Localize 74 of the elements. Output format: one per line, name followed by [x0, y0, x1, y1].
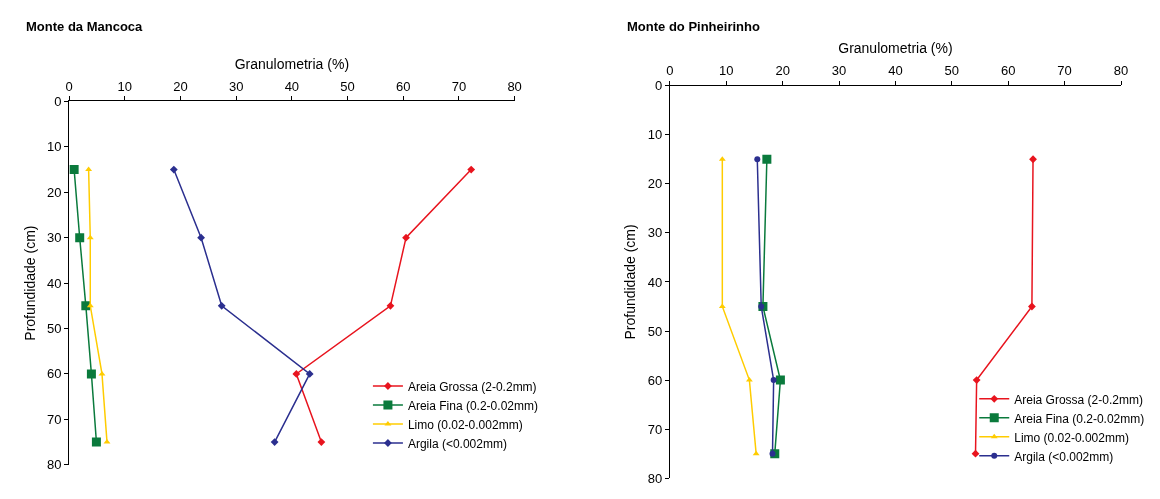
point — [86, 369, 96, 379]
point — [75, 233, 85, 243]
x-tick-label: 50 — [340, 79, 355, 95]
x-tick-label: 50 — [944, 63, 960, 79]
chart-title: Monte da Mancoca — [26, 19, 144, 34]
y-tick-label: 20 — [647, 176, 663, 192]
point — [317, 438, 326, 446]
point — [775, 375, 785, 385]
x-tick-label: 40 — [284, 79, 300, 95]
x-tick-label: 20 — [173, 79, 188, 95]
y-tick-label: 70 — [647, 421, 663, 437]
y-tick-label: 80 — [47, 457, 62, 473]
point — [467, 165, 476, 174]
point — [971, 449, 980, 458]
y-tick-label: 40 — [647, 274, 663, 290]
y-tick-label: 0 — [54, 94, 62, 109]
x-tick-label: 60 — [1000, 63, 1016, 79]
point — [169, 165, 178, 174]
point — [386, 301, 395, 310]
legend-label: Areia Fina (0.2-0.02mm) — [407, 398, 538, 413]
legend-label: Argila (<0.002mm) — [1014, 449, 1114, 464]
point — [81, 301, 91, 311]
x-tick-label: 80 — [1113, 63, 1129, 79]
legend-label: Areia Grossa (2-0.2mm) — [1014, 392, 1143, 407]
x-tick-label: 70 — [1057, 63, 1072, 79]
point — [1028, 302, 1036, 311]
point — [972, 376, 981, 384]
point — [85, 166, 93, 172]
x-tick-label: 0 — [65, 79, 73, 95]
x-tick-label: 10 — [117, 79, 133, 95]
y-tick-label: 20 — [47, 184, 62, 200]
point — [197, 233, 205, 242]
point — [91, 437, 101, 447]
y-tick-label: 10 — [47, 139, 62, 155]
x-tick-label: 40 — [888, 63, 903, 79]
x-tick-label: 20 — [775, 63, 790, 79]
y-tick-label: 60 — [47, 366, 62, 382]
y-tick-label: 80 — [647, 470, 663, 486]
point — [769, 450, 776, 457]
point — [754, 156, 761, 163]
x-tick-label: 0 — [666, 63, 674, 79]
x-tick-label: 30 — [228, 79, 244, 95]
point — [270, 438, 279, 446]
x-tick-label: 10 — [719, 63, 734, 79]
y-tick-label: 70 — [47, 411, 62, 427]
x-axis-title: Granulometria (%) — [838, 40, 953, 57]
point — [762, 154, 772, 164]
x-tick-label: 60 — [396, 79, 411, 95]
y-tick-label: 10 — [647, 127, 663, 143]
legend-label: Areia Fina (0.2-0.02mm) — [1014, 411, 1145, 426]
x-tick-label: 80 — [507, 79, 522, 95]
y-tick-label: 50 — [647, 323, 663, 339]
point — [770, 377, 777, 384]
x-axis-title: Granulometria (%) — [234, 55, 350, 72]
x-tick-label: 70 — [451, 79, 467, 95]
point — [305, 370, 314, 378]
point — [292, 370, 301, 378]
legend-label: Argila (<0.002mm) — [407, 436, 507, 451]
y-tick-label: 40 — [47, 275, 62, 291]
y-tick-label: 30 — [47, 230, 62, 246]
legend-label: Limo (0.02-0.002mm) — [407, 417, 523, 432]
point — [402, 233, 410, 242]
chart-title: Monte do Pinheirinho — [627, 19, 760, 34]
point — [217, 301, 226, 310]
y-tick-label: 30 — [647, 225, 663, 241]
legend-label: Areia Grossa (2-0.2mm) — [407, 379, 537, 394]
point — [69, 165, 79, 175]
legend-label: Limo (0.02-0.002mm) — [1014, 430, 1129, 445]
x-tick-label: 30 — [831, 63, 847, 79]
y-tick-label: 60 — [647, 372, 663, 388]
y-axis-title: Profundidade (cm) — [622, 224, 639, 340]
point — [1029, 155, 1037, 164]
y-axis-title: Profundidade (cm) — [21, 225, 38, 341]
y-tick-label: 50 — [47, 321, 62, 337]
